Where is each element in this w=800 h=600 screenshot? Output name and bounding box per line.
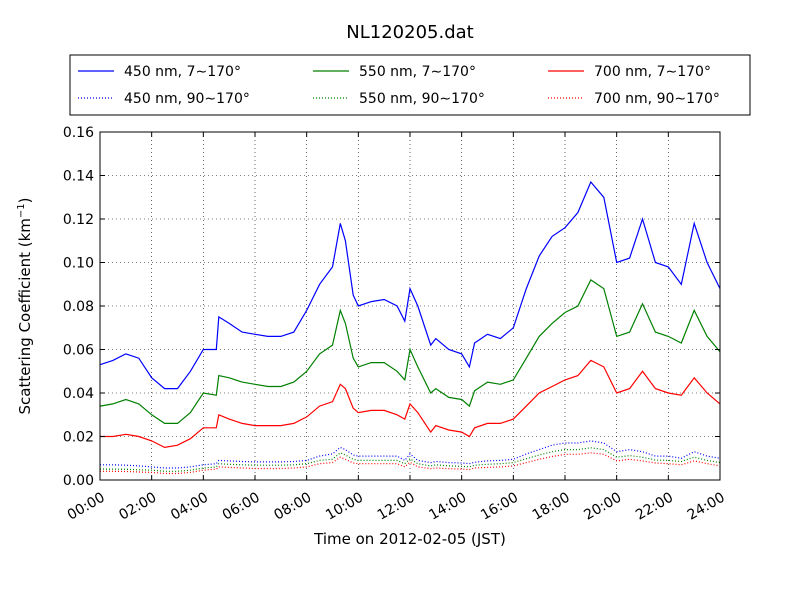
x-tick-label: 22:00 <box>633 490 676 524</box>
x-tick-label: 04:00 <box>168 490 211 524</box>
y-tick-label: 0.14 <box>63 169 94 185</box>
legend-label: 450 nm, 90∼170° <box>124 91 250 107</box>
x-tick-label: 08:00 <box>271 490 314 524</box>
y-axis-label: Scattering Coefficient (km−1) <box>16 197 34 414</box>
legend-label: 700 nm, 90∼170° <box>594 91 720 107</box>
x-tick-label: 14:00 <box>426 490 469 524</box>
series-line-2 <box>99 279 721 424</box>
y-axis-label-close: ) <box>16 197 34 203</box>
x-tick-label: 16:00 <box>478 490 521 524</box>
y-axis-label-sup: −1 <box>16 203 27 218</box>
legend-label: 450 nm, 7∼170° <box>124 64 241 80</box>
legend: 450 nm, 7∼170° 550 nm, 7∼170° 700 nm, 7∼17… <box>69 54 751 116</box>
x-tick-label: 12:00 <box>375 490 418 524</box>
x-tick-label: 02:00 <box>116 490 159 524</box>
x-tick-label: 20:00 <box>581 490 624 524</box>
y-tick-label: 0.00 <box>63 473 94 489</box>
x-tick-label: 06:00 <box>220 490 263 524</box>
legend-frame <box>69 54 751 116</box>
chart-title: NL120205.dat <box>346 22 473 43</box>
x-tick-label: 24:00 <box>685 490 728 524</box>
x-tick-label: 18:00 <box>530 490 573 524</box>
series-line-3 <box>100 359 721 449</box>
legend-label: 550 nm, 90∼170° <box>359 91 485 107</box>
x-axis-label: Time on 2012-02-05 (JST) <box>313 530 506 548</box>
x-tick-label: 00:00 <box>65 490 108 524</box>
y-tick-label: 0.02 <box>63 430 94 446</box>
y-tick-label: 0.04 <box>63 386 94 402</box>
series-line-1 <box>99 180 721 390</box>
y-tick-label: 0.12 <box>63 212 94 228</box>
y-axis-label-main: Scattering Coefficient (km <box>16 218 34 414</box>
series-group <box>99 180 721 475</box>
plot-area: 00:00 02:00 04:00 06:00 08:00 10:00 12:00 14:00… <box>63 125 728 524</box>
y-tick-label: 0.08 <box>63 299 94 315</box>
y-tick-label: 0.10 <box>63 256 94 272</box>
legend-label: 700 nm, 7∼170° <box>594 64 711 80</box>
y-tick-label: 0.06 <box>63 343 94 359</box>
x-tick-label: 10:00 <box>323 490 366 524</box>
y-tick-label: 0.16 <box>63 125 94 141</box>
legend-label: 550 nm, 7∼170° <box>359 64 476 80</box>
